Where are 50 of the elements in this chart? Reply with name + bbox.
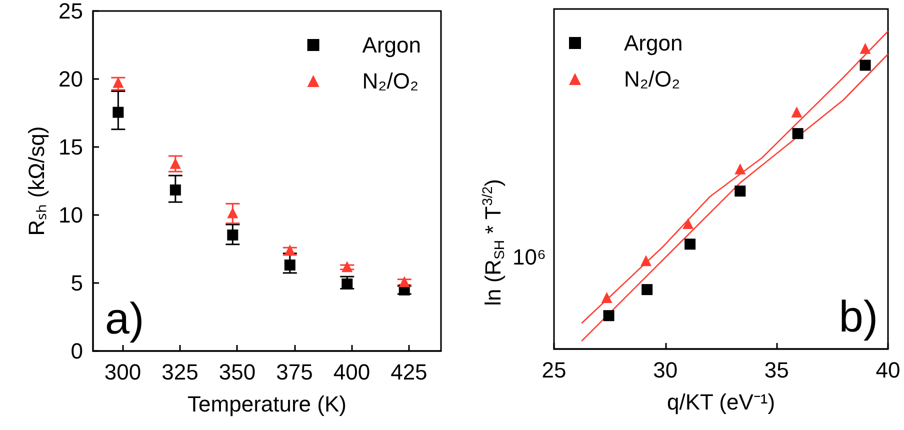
x-tick-label: 40 [876,358,900,382]
point [601,292,612,304]
point [170,158,181,169]
point [284,244,296,256]
point [603,310,614,322]
x-axis-title: q/KT (eV⁻¹) [666,390,776,414]
annotation: b) [838,292,878,342]
point [284,260,296,271]
y-tick-label: 25 [58,0,83,24]
point [342,261,353,272]
point [684,238,696,250]
x-tick-label: 25 [542,358,566,382]
x-tick-label: 300 [104,360,142,384]
point [682,218,694,229]
y-tick-label: 0 [70,338,83,364]
point [170,184,181,196]
text: 10⁶ [512,244,546,270]
point [860,60,871,71]
x-tick-label: 325 [162,360,198,384]
legend-label: Argon [624,30,683,56]
y-tick-label: 15 [58,134,83,160]
point [112,106,124,118]
y-axis-title: Rₛₕ (kΩ/sq) [24,126,50,236]
x-axis-title: Temperature (K) [188,392,346,416]
x-tick-label: 375 [276,360,313,384]
y-tick-label: 5 [70,270,83,296]
point [398,276,410,288]
x-tick-label: 400 [333,360,370,384]
x-tick-label: 425 [390,360,428,384]
x-tick-label: 35 [764,358,789,382]
y-tick-label: 20 [58,66,83,92]
y-axis-title: ln (RSH * T3/2) [479,179,507,306]
point [227,229,238,240]
point [342,278,353,290]
point [791,106,802,118]
point [227,207,238,218]
point [734,186,746,197]
y-tick-label: 10 [58,202,83,228]
point [734,163,746,174]
point [860,42,871,54]
x-tick-label: 350 [218,360,256,384]
point [640,255,652,266]
legend-label: N₂/O₂ [624,66,680,92]
legend-label: Argon [362,32,422,58]
point [642,284,653,296]
annotation: a) [105,294,144,344]
point [112,76,124,88]
point [792,128,804,140]
legend-label: N₂/O₂ [362,68,418,94]
x-tick-label: 30 [653,358,678,382]
